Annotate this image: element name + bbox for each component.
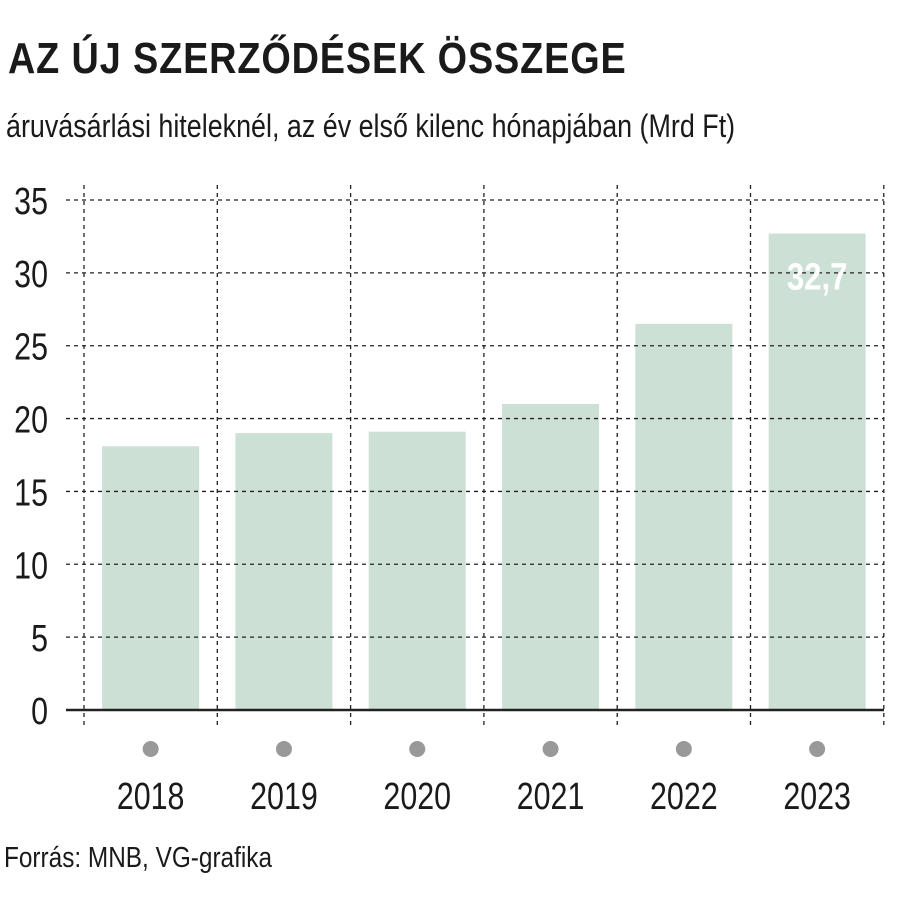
bar-2021: [502, 404, 600, 710]
bar-2023: [768, 233, 866, 710]
category-marker-dot: [142, 741, 159, 757]
bar-2020: [368, 431, 466, 710]
x-tick-label: 2020: [383, 776, 451, 818]
y-tick-label: 20: [14, 399, 48, 441]
category-marker-dot: [675, 741, 692, 757]
category-marker-dot: [409, 741, 426, 757]
x-tick-label: 2021: [517, 776, 585, 818]
data-label: 32,7: [787, 257, 848, 299]
y-tick-label: 0: [31, 691, 48, 733]
y-tick-label: 15: [14, 472, 48, 514]
y-tick-label: 35: [14, 181, 48, 223]
y-tick-label: 25: [14, 327, 48, 369]
chart-subtitle: áruvásárlási hiteleknél, az év első kile…: [6, 108, 736, 144]
y-tick-label: 10: [14, 545, 48, 587]
x-tick-label: 2019: [250, 776, 318, 818]
x-tick-label: 2018: [117, 776, 185, 818]
source-note: Forrás: MNB, VG-grafika: [4, 842, 273, 874]
y-tick-label: 30: [14, 254, 48, 296]
bar-2022: [635, 323, 733, 710]
x-tick-label: 2022: [650, 776, 718, 818]
bar-2019: [235, 433, 333, 710]
chart-title: AZ ÚJ SZERZŐDÉSEK ÖSSZEGE: [8, 34, 627, 83]
category-marker-dot: [542, 741, 559, 757]
bar-2018: [102, 446, 200, 710]
y-tick-label: 5: [31, 618, 48, 660]
x-tick-label: 2023: [783, 776, 851, 818]
category-marker-dot: [275, 741, 292, 757]
category-marker-dot: [809, 741, 826, 757]
